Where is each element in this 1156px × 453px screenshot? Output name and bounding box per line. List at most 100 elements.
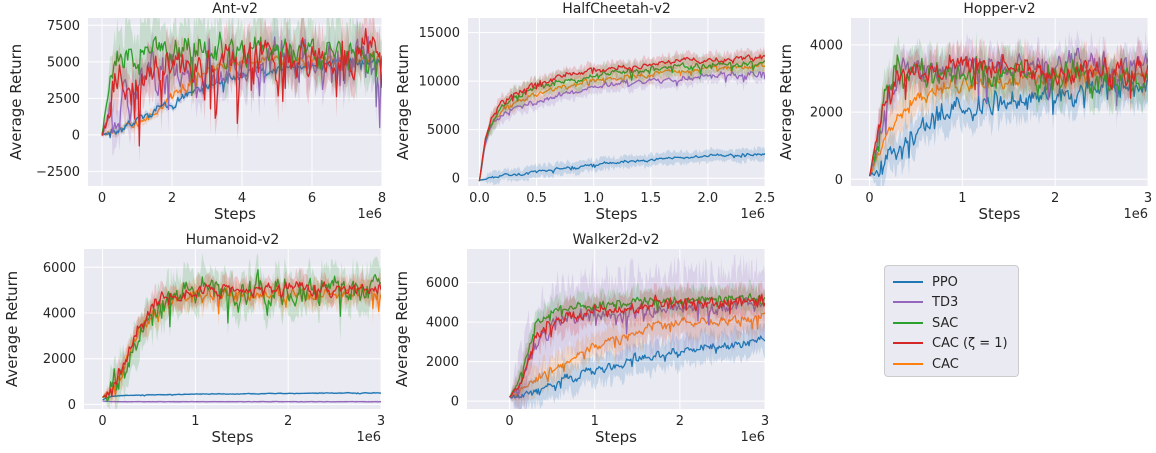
legend-swatch-ppo — [893, 281, 923, 283]
line-ppo — [102, 391, 381, 401]
legend: PPO TD3 SAC CAC (ζ = 1) CAC — [884, 265, 1019, 377]
line-cac — [509, 312, 765, 398]
y-tick-label: 4000 — [43, 307, 76, 322]
x-tick-label: 6 — [308, 191, 316, 206]
series-group — [478, 46, 765, 186]
line-cac-1 — [868, 54, 1148, 177]
line-td3 — [102, 400, 381, 403]
legend-label-cac: CAC — [932, 356, 959, 372]
legend-item-td3: TD3 — [893, 293, 958, 311]
line-cac — [478, 62, 765, 182]
line-ppo — [509, 335, 765, 399]
panel-halfcheetah-v2: 0.0 0.5 1.0 1.5 2.0 2.5 0 5000 10000 15000 HalfChe… — [394, 1, 775, 223]
x-tick-label: 3 — [377, 414, 385, 429]
series-group — [509, 253, 765, 409]
y-axis-label: Average Return — [777, 44, 795, 160]
x-tick-label: 2.0 — [698, 191, 719, 206]
band-ppo — [509, 322, 765, 409]
line-cac — [102, 283, 381, 398]
series-group — [868, 30, 1148, 186]
line-ppo — [479, 152, 765, 181]
y-tick-label: 2500 — [47, 92, 80, 107]
x-tick-label: 3 — [761, 414, 769, 429]
x-tick-label: 0 — [98, 414, 106, 429]
band-cac-1 — [102, 18, 382, 165]
band-cac-1 — [102, 266, 381, 404]
x-tick-label: 3 — [1144, 191, 1152, 206]
legend-item-cac: CAC — [893, 355, 959, 373]
line-cac-1 — [101, 27, 382, 147]
legend-label-sac: SAC — [932, 315, 959, 331]
x-tick-label: 0 — [505, 414, 513, 429]
line-ppo — [869, 75, 1148, 178]
panel-ant-v2: 0 2 4 6 8 −2500 0 2500 5000 7500 Ant-v2 Steps 1e6 Ave… — [7, 1, 386, 223]
legend-swatch-cac-zeta-1 — [893, 342, 923, 344]
y-tick-label: 0 — [835, 173, 843, 188]
x-tick-label: 0.5 — [526, 191, 547, 206]
panel-title: HalfCheetah-v2 — [562, 1, 671, 17]
x-tick-label: 4 — [238, 191, 246, 206]
x-tick-label: 1.0 — [583, 191, 604, 206]
line-sac — [102, 269, 381, 403]
y-tick-label: −2500 — [36, 165, 80, 180]
line-cac-1 — [509, 293, 765, 398]
x-tick-label: 1.5 — [640, 191, 661, 206]
y-axis-label: Average Return — [3, 271, 21, 387]
plot-area — [88, 18, 382, 186]
x-tick-label: 0 — [865, 191, 873, 206]
x-multiplier-label: 1e6 — [356, 430, 381, 445]
band-ppo — [869, 56, 1148, 186]
y-tick-label: 5000 — [427, 123, 460, 138]
line-td3 — [509, 295, 765, 398]
y-tick-label: 4000 — [810, 38, 843, 53]
series-group — [101, 18, 382, 165]
y-tick-label: 6000 — [426, 276, 459, 291]
band-sac — [102, 252, 381, 409]
x-multiplier-label: 1e6 — [740, 207, 765, 222]
legend-swatch-td3 — [893, 301, 923, 303]
x-tick-label: 1 — [591, 414, 599, 429]
x-multiplier-label: 1e6 — [357, 207, 382, 222]
legend-label-td3: TD3 — [932, 294, 959, 310]
x-tick-label: 8 — [378, 191, 386, 206]
y-axis-label: Average Return — [394, 44, 412, 160]
band-td3 — [479, 62, 765, 182]
panel-title: Walker2d-v2 — [572, 232, 659, 248]
line-sac — [101, 31, 382, 135]
y-tick-label: 15000 — [419, 26, 460, 41]
legend-item-sac: SAC — [893, 314, 958, 332]
band-sac — [479, 50, 765, 182]
line-cac-1 — [478, 54, 765, 182]
y-tick-label: 0 — [452, 172, 460, 187]
band-td3 — [869, 30, 1148, 177]
legend-label-ppo: PPO — [932, 274, 958, 290]
legend-swatch-cac — [893, 363, 923, 365]
x-multiplier-label: 1e6 — [1123, 207, 1148, 222]
legend-label-cac-zeta-1: CAC (ζ = 1) — [932, 335, 1008, 351]
x-tick-label: 0.0 — [469, 191, 490, 206]
panel-hopper-v2: 0 1 2 3 0 2000 4000 Hopper-v2 Steps 1e6 Average Re… — [777, 1, 1152, 223]
plot-area — [467, 249, 765, 409]
panel-title: Hopper-v2 — [963, 1, 1035, 17]
band-cac — [102, 271, 381, 409]
panel-title: Humanoid-v2 — [186, 232, 280, 248]
x-tick-label: 1 — [191, 414, 199, 429]
y-tick-label: 0 — [68, 398, 76, 413]
x-tick-label: 2.5 — [755, 191, 776, 206]
plot-area — [84, 249, 381, 409]
line-sac — [509, 292, 765, 398]
y-axis-label: Average Return — [393, 271, 411, 387]
x-tick-label: 0 — [98, 191, 106, 206]
x-tick-label: 2 — [284, 414, 292, 429]
plot-area — [468, 18, 765, 186]
y-tick-label: 10000 — [419, 75, 460, 90]
legend-swatch-sac — [893, 322, 923, 324]
y-tick-label: 2000 — [810, 106, 843, 121]
y-tick-label: 4000 — [426, 316, 459, 331]
y-tick-label: 6000 — [43, 261, 76, 276]
x-multiplier-label: 1e6 — [740, 430, 765, 445]
x-tick-label: 2 — [676, 414, 684, 429]
panel-humanoid-v2: 0 1 2 3 0 2000 4000 6000 Humanoid-v2 Steps 1e6 Aver… — [3, 232, 385, 446]
y-tick-label: 7500 — [47, 19, 80, 34]
